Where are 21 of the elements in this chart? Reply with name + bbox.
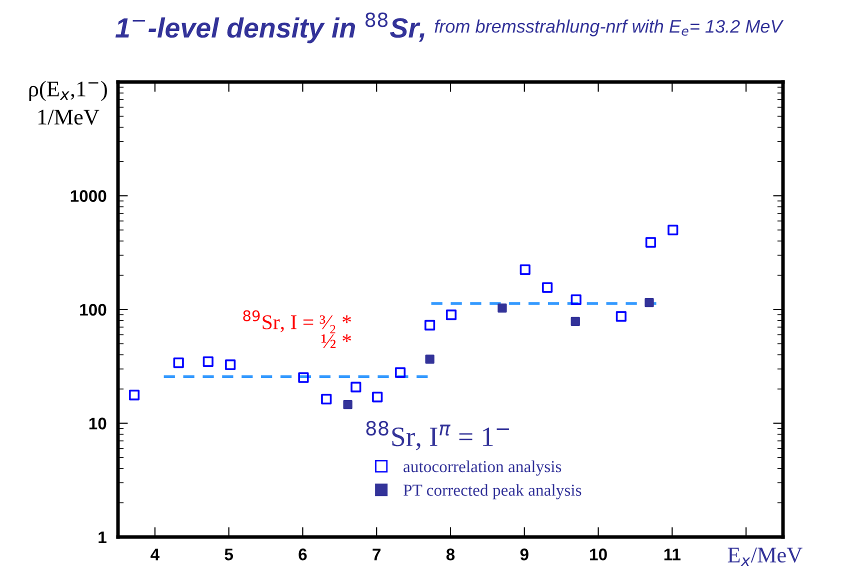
y-tick-label: 10: [89, 418, 106, 430]
chart-title: 1$^{−}$-level density in $^{88}$Sr,: [115, 12, 424, 44]
x-tick-label: 9: [520, 548, 528, 560]
y-tick-label: 1: [98, 532, 106, 544]
x-tick-label: 11: [664, 548, 681, 560]
x-tick-label: 10: [590, 548, 607, 560]
y-axis-title: ρ(E$_{x}$,1$^{−}$) 1/MeV: [29, 80, 107, 125]
x-axis-title: E$_{x}$/MeV: [728, 548, 802, 566]
x-tick-label: 4: [150, 548, 160, 560]
y-tick-label: 1000: [70, 190, 106, 202]
annotation: ½ *: [321, 334, 352, 348]
legend-label: PT corrected peak analysis: [403, 484, 582, 500]
annotation: $^{89}$Sr, I = ³⁄₂ *: [243, 310, 351, 334]
legend-label: autocorrelation analysis: [404, 460, 562, 476]
x-tick-label: 7: [372, 548, 381, 560]
legend-title: $^{88}$Sr, I$^{π}$ = 1$^{−}$: [366, 420, 509, 450]
x-tick-label: 5: [224, 548, 234, 560]
chart-subtitle: from bremsstrahlung-nrf with E$_{e}$= 13.2 MeV: [434, 20, 784, 36]
y-tick-label: 100: [80, 304, 106, 316]
x-tick-label: 6: [298, 548, 307, 560]
x-tick-label: 8: [446, 548, 455, 560]
